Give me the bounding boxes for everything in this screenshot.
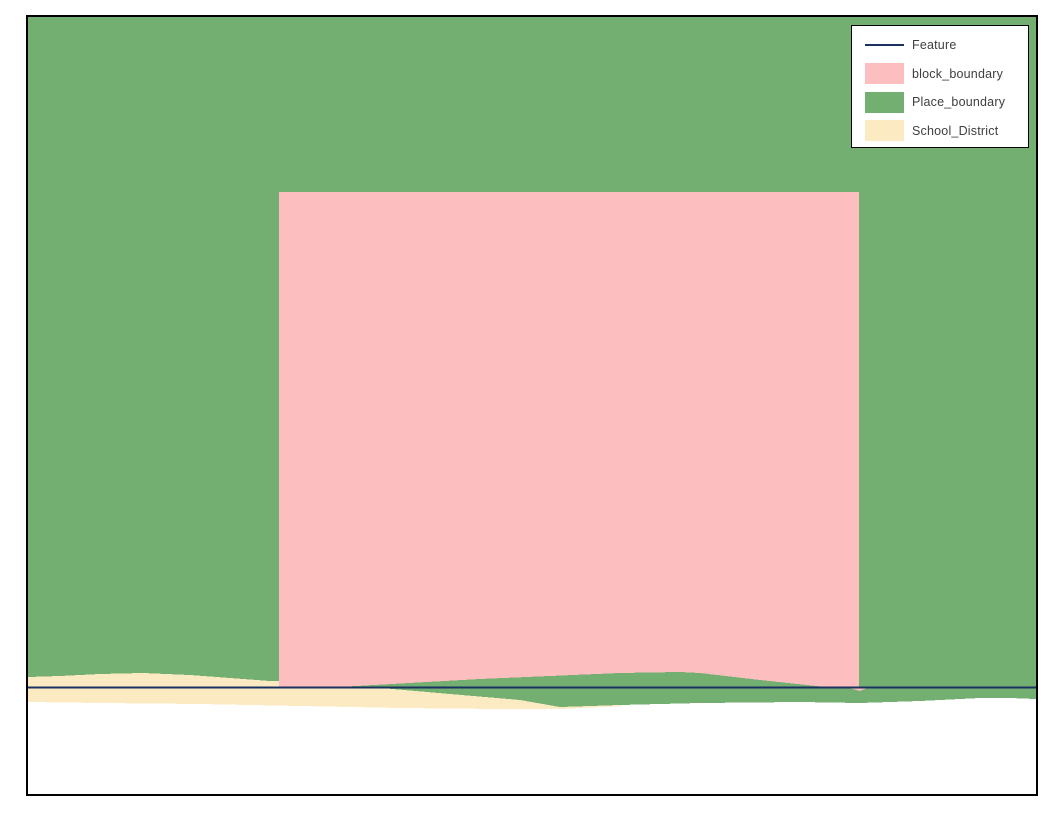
- block-boundary-swatch: [865, 63, 904, 85]
- legend-label-feature: Feature: [912, 38, 957, 53]
- legend-label-block-boundary: block_boundary: [912, 66, 1004, 81]
- legend-item-school-district: School_District: [852, 117, 1028, 146]
- feature-line-swatch: [865, 44, 904, 47]
- legend-item-block-boundary: block_boundary: [852, 60, 1028, 89]
- school-district-swatch: [865, 120, 904, 142]
- legend-swatch-cell: [852, 63, 904, 85]
- legend: Feature block_boundary Place_boundary Sc…: [851, 25, 1029, 148]
- legend-swatch-cell: [852, 91, 904, 113]
- plot-frame-border: [26, 15, 1038, 796]
- block-boundary-rect-polygon: [279, 192, 859, 687]
- legend-swatch-cell: [852, 120, 904, 142]
- place-wedge-above-line-polygon: [330, 672, 830, 688]
- place-band-below-line-polygon: [370, 687, 1036, 707]
- place-boundary-swatch: [865, 91, 904, 113]
- legend-label-place-boundary: Place_boundary: [912, 95, 1006, 110]
- legend-swatch-cell: [852, 44, 904, 47]
- legend-item-feature: Feature: [852, 31, 1028, 60]
- legend-label-school-district: School_District: [912, 123, 999, 138]
- legend-item-place-boundary: Place_boundary: [852, 88, 1028, 117]
- map-layers: [28, 17, 1036, 709]
